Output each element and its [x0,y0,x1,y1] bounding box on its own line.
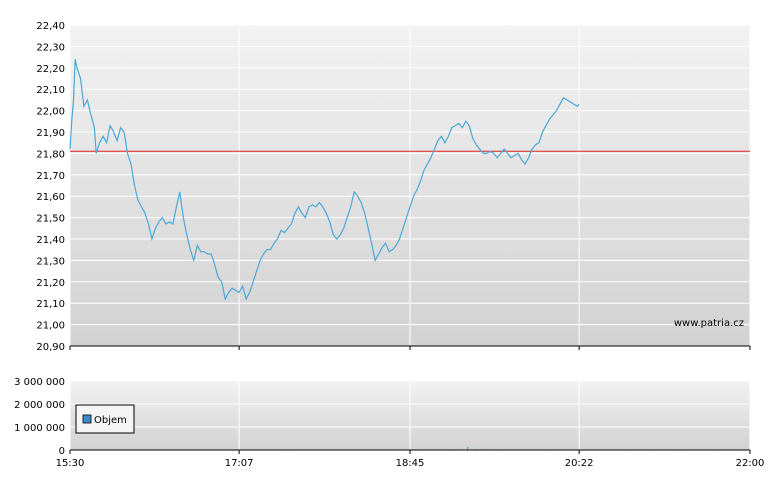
y-tick-label: 21,90 [36,128,65,139]
volume-x-axis-ticks: 15:30 17:07 18:45 20:22 22:00 [56,450,765,469]
y-tick-label: 21,00 [36,321,65,332]
x-tick-label: 17:07 [225,458,254,469]
x-tick-label: 15:30 [56,458,85,469]
y-tick-label: 22,00 [36,107,65,118]
y-tick-label: 22,10 [36,85,65,96]
watermark: www.patria.cz [674,318,744,329]
price-gridlines-vertical [69,25,751,346]
legend-swatch [82,414,92,424]
legend-label: Objem [94,415,127,426]
x-tick-label: 22:00 [736,458,765,469]
volume-y-axis-ticks: 3 000 000 2 000 000 1 000 000 0 [14,377,65,457]
y-tick-label: 21,40 [36,235,65,246]
volume-bar [467,446,469,450]
volume-gridlines-vertical [69,381,751,450]
y-tick-label: 21,60 [36,192,65,203]
y-tick-label: 1 000 000 [14,423,65,434]
price-y-axis-ticks: 22,40 22,30 22,20 22,10 22,00 21,90 21,80 21,70… [36,21,65,353]
y-tick-label: 21,80 [36,149,65,160]
y-tick-label: 2 000 000 [14,400,65,411]
y-tick-label: 21,30 [36,256,65,267]
x-tick-label: 20:22 [565,458,594,469]
y-tick-label: 0 [59,446,65,457]
y-tick-label: 21,20 [36,278,65,289]
x-tick-label: 18:45 [396,458,425,469]
y-tick-label: 21,70 [36,171,65,182]
y-tick-label: 22,30 [36,42,65,53]
price-panel: 22,40 22,30 22,20 22,10 22,00 21,90 21,80 21,70… [36,21,751,353]
y-tick-label: 22,20 [36,64,65,75]
y-tick-label: 21,50 [36,214,65,225]
price-series-line [69,59,580,301]
y-tick-label: 20,90 [36,342,65,353]
y-tick-label: 22,40 [36,21,65,32]
price-x-axis-ticks [69,346,751,350]
volume-legend: Objem [75,404,135,434]
y-tick-label: 21,10 [36,299,65,310]
y-tick-label: 3 000 000 [14,377,65,388]
